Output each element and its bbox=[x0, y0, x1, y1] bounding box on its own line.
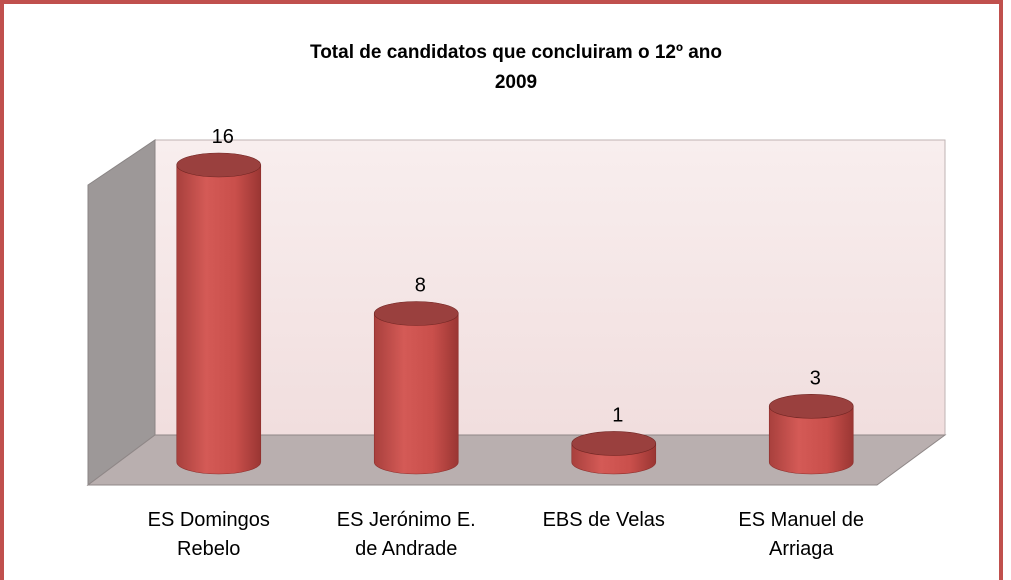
cylinder-body bbox=[176, 164, 262, 475]
bar bbox=[176, 152, 262, 475]
chart-subtitle: 2009 bbox=[495, 72, 537, 93]
side-wall bbox=[87, 139, 156, 486]
cylinder-top bbox=[373, 301, 459, 326]
back-wall bbox=[154, 139, 946, 436]
bar bbox=[373, 301, 459, 475]
x-tick-label: ES Jerónimo E. de Andrade bbox=[336, 509, 476, 560]
bar bbox=[768, 394, 854, 475]
x-tick-label: ES Manuel de Arriaga bbox=[738, 509, 865, 560]
value-label: 8 bbox=[415, 275, 426, 297]
floor bbox=[86, 434, 947, 486]
cylinder-body bbox=[768, 406, 854, 475]
value-label: 16 bbox=[212, 126, 234, 148]
chart-title: Total de candidatos que concluiram o 12º… bbox=[310, 42, 722, 63]
cylinder-top bbox=[176, 152, 262, 178]
x-tick-label: EBS de Velas bbox=[542, 509, 665, 531]
cylinder-top bbox=[768, 394, 854, 419]
x-tick-label: ES Domingos Rebelo bbox=[147, 509, 270, 560]
bar bbox=[571, 431, 657, 475]
value-label: 3 bbox=[810, 367, 821, 389]
value-label: 1 bbox=[612, 404, 623, 426]
cylinder-body bbox=[373, 313, 459, 475]
cylinder-top bbox=[571, 431, 657, 456]
